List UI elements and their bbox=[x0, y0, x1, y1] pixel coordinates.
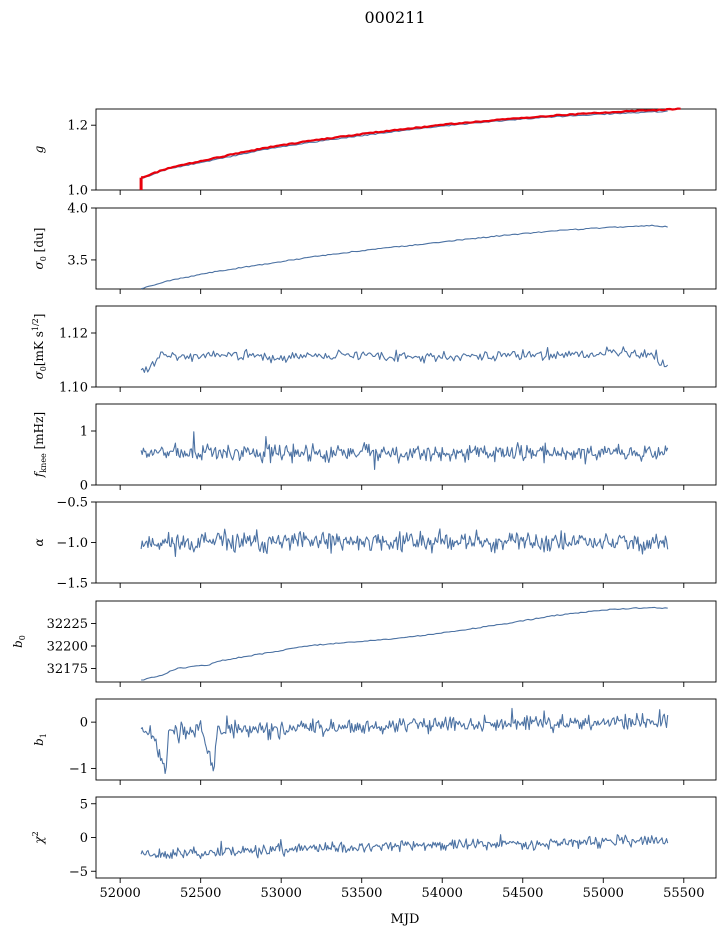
panel-7: −1 0 b1 bbox=[32, 698, 717, 785]
series-line-1 bbox=[140, 528, 669, 558]
y-tick-label: 32175 bbox=[47, 662, 88, 677]
y-axis-label: χ2 bbox=[31, 831, 46, 844]
series-line-1 bbox=[140, 346, 669, 373]
y-tick-label: −1.5 bbox=[56, 577, 88, 592]
y-tick-label: 1 bbox=[80, 425, 88, 440]
series-line-1 bbox=[140, 707, 669, 775]
panel-frame bbox=[95, 108, 717, 191]
series-line-1 bbox=[140, 431, 669, 471]
y-tick-label: 0 bbox=[80, 479, 88, 494]
panel-1: 1.0 1.2 g bbox=[32, 107, 717, 199]
x-tick-label: 52500 bbox=[180, 886, 221, 901]
y-axis-label: fknee [mHz] bbox=[32, 412, 48, 478]
y-tick-label: −5 bbox=[69, 865, 88, 880]
panel-frame bbox=[95, 796, 717, 879]
y-axis-label: g bbox=[32, 145, 46, 153]
panel-frame bbox=[95, 698, 717, 781]
series-line-1 bbox=[141, 110, 668, 179]
panel-6: 32175 32200 32225 b0 bbox=[11, 600, 717, 687]
y-tick-label: −0.5 bbox=[56, 496, 88, 511]
y-tick-label: 1.0 bbox=[67, 184, 88, 199]
y-tick-label: 32225 bbox=[47, 617, 88, 632]
y-tick-label: 1.10 bbox=[59, 381, 88, 396]
y-tick-label: 4.0 bbox=[67, 202, 88, 217]
panel-2: 3.5 4.0 σ0 [du] bbox=[32, 202, 717, 294]
panel-frame bbox=[95, 403, 717, 486]
y-axis-label: α bbox=[32, 538, 46, 546]
panel-3: 1.10 1.12 σ0[mK s1/2] bbox=[31, 305, 717, 396]
y-tick-label: 5 bbox=[80, 797, 88, 812]
y-tick-label: −1 bbox=[69, 762, 88, 777]
x-tick-label: 54500 bbox=[502, 886, 543, 901]
series-line-2 bbox=[140, 107, 681, 179]
y-tick-label: −1.0 bbox=[56, 536, 88, 551]
x-tick-label: 53000 bbox=[261, 886, 302, 901]
y-tick-label: 32200 bbox=[47, 640, 88, 655]
panel-8: −5 0 5 52000 52500 53000 53500 54000 54500 55000 5… bbox=[31, 796, 717, 901]
y-axis-label: b1 bbox=[32, 733, 48, 746]
y-axis-label: σ0[mK s1/2] bbox=[31, 314, 48, 380]
panel-frame bbox=[95, 600, 717, 683]
x-tick-label: 52000 bbox=[99, 886, 140, 901]
y-tick-label: 0 bbox=[80, 831, 88, 846]
y-tick-label: 3.5 bbox=[67, 253, 88, 268]
panel-5: −1.5 −1.0 −0.5 α bbox=[32, 496, 717, 592]
y-tick-label: 1.2 bbox=[67, 119, 88, 134]
panel-frame bbox=[95, 207, 717, 290]
x-tick-label: 54000 bbox=[422, 886, 463, 901]
x-tick-label: 55000 bbox=[583, 886, 624, 901]
series-line-1 bbox=[140, 224, 668, 290]
x-axis-label: MJD bbox=[391, 912, 420, 927]
y-tick-label: 1.12 bbox=[59, 327, 88, 342]
x-tick-label: 53500 bbox=[341, 886, 382, 901]
panel-4: 0 1 fknee [mHz] bbox=[32, 403, 717, 494]
x-tick-label: 55500 bbox=[663, 886, 704, 901]
y-axis-label: b0 bbox=[11, 635, 27, 648]
figure-title: 000211 bbox=[364, 8, 425, 27]
series-line-1 bbox=[140, 834, 669, 860]
y-tick-label: 0 bbox=[80, 716, 88, 731]
panel-frame bbox=[95, 305, 717, 388]
y-axis-label: σ0 [du] bbox=[32, 228, 48, 270]
series-line-1 bbox=[141, 606, 668, 681]
